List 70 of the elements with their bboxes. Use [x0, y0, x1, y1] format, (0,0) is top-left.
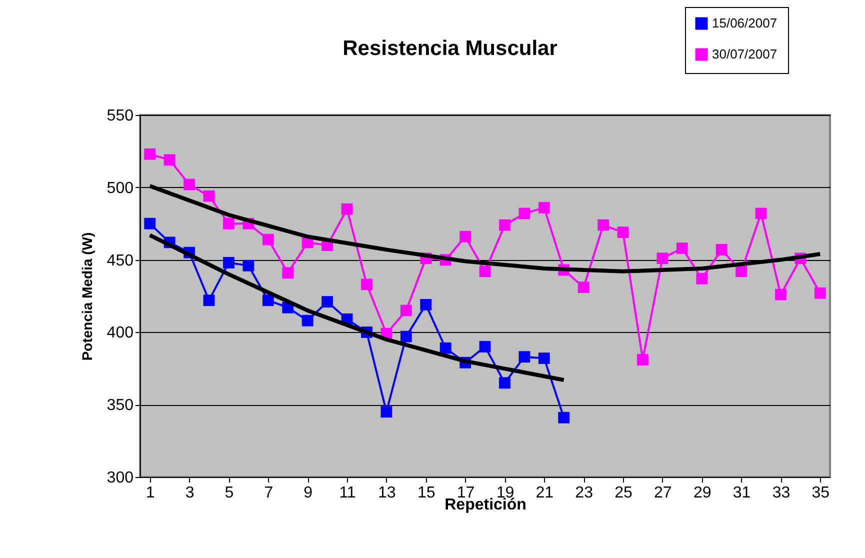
- point: [558, 412, 570, 424]
- point: [302, 314, 314, 326]
- y-tick-label: 550: [106, 108, 134, 124]
- x-tick-label: 1: [146, 484, 155, 502]
- point: [380, 406, 392, 418]
- x-tick-label: 13: [378, 484, 396, 502]
- point: [538, 352, 550, 364]
- point: [282, 267, 294, 279]
- point: [262, 294, 274, 306]
- point: [322, 296, 333, 308]
- point: [420, 298, 432, 310]
- chart-title: Resistencia Muscular: [342, 37, 558, 60]
- legend-label: 15/06/2007: [712, 16, 778, 30]
- point: [775, 288, 786, 300]
- point: [203, 294, 215, 306]
- point: [479, 340, 491, 352]
- legend-label: 30/07/2007: [712, 46, 778, 62]
- point: [361, 278, 372, 290]
- point: [598, 219, 609, 231]
- point: [518, 208, 530, 220]
- x-tick-label: 29: [693, 484, 712, 502]
- point: [518, 351, 530, 363]
- point: [242, 260, 254, 272]
- x-tick-label: 33: [772, 484, 790, 502]
- point: [696, 272, 708, 284]
- point: [400, 304, 412, 316]
- y-tick-label: 500: [106, 180, 134, 197]
- point: [656, 252, 668, 264]
- x-tick-label: 11: [339, 484, 356, 502]
- x-tick-label: 9: [304, 484, 313, 502]
- point: [223, 256, 234, 268]
- point: [578, 282, 590, 294]
- point: [479, 266, 491, 278]
- point: [262, 234, 274, 246]
- y-tick-label: 300: [106, 470, 134, 486]
- y-axis-title: Potencia Media (W): [78, 232, 95, 361]
- y-tick-label: 400: [106, 324, 134, 342]
- x-tick-label: 27: [654, 484, 672, 502]
- point: [499, 219, 510, 231]
- x-tick-label: 23: [575, 484, 594, 502]
- point: [144, 148, 156, 160]
- y-tick-label: 450: [106, 252, 134, 270]
- point: [617, 226, 629, 238]
- point: [164, 154, 176, 166]
- x-tick-label: 3: [185, 484, 194, 502]
- point: [755, 208, 767, 220]
- point: [400, 330, 412, 342]
- x-tick-label: 21: [536, 484, 554, 502]
- point: [736, 266, 747, 278]
- point: [144, 218, 156, 230]
- point: [184, 178, 195, 190]
- point: [460, 230, 471, 242]
- x-tick-label: 35: [812, 484, 830, 502]
- point: [203, 190, 215, 202]
- point: [814, 287, 826, 299]
- x-tick-label: 31: [732, 484, 751, 502]
- x-tick-label: 17: [456, 484, 475, 502]
- point: [499, 377, 510, 389]
- point: [341, 203, 353, 215]
- point: [676, 242, 688, 254]
- y-tick-label: 350: [106, 397, 134, 414]
- point: [538, 202, 550, 214]
- x-tick-label: 7: [264, 484, 274, 502]
- x-tick-label: 25: [614, 484, 632, 502]
- point: [716, 244, 728, 256]
- x-tick-label: 5: [224, 484, 234, 502]
- x-tick-label: 15: [417, 484, 436, 502]
- point: [637, 354, 648, 366]
- point: [440, 342, 452, 354]
- point: [223, 218, 234, 230]
